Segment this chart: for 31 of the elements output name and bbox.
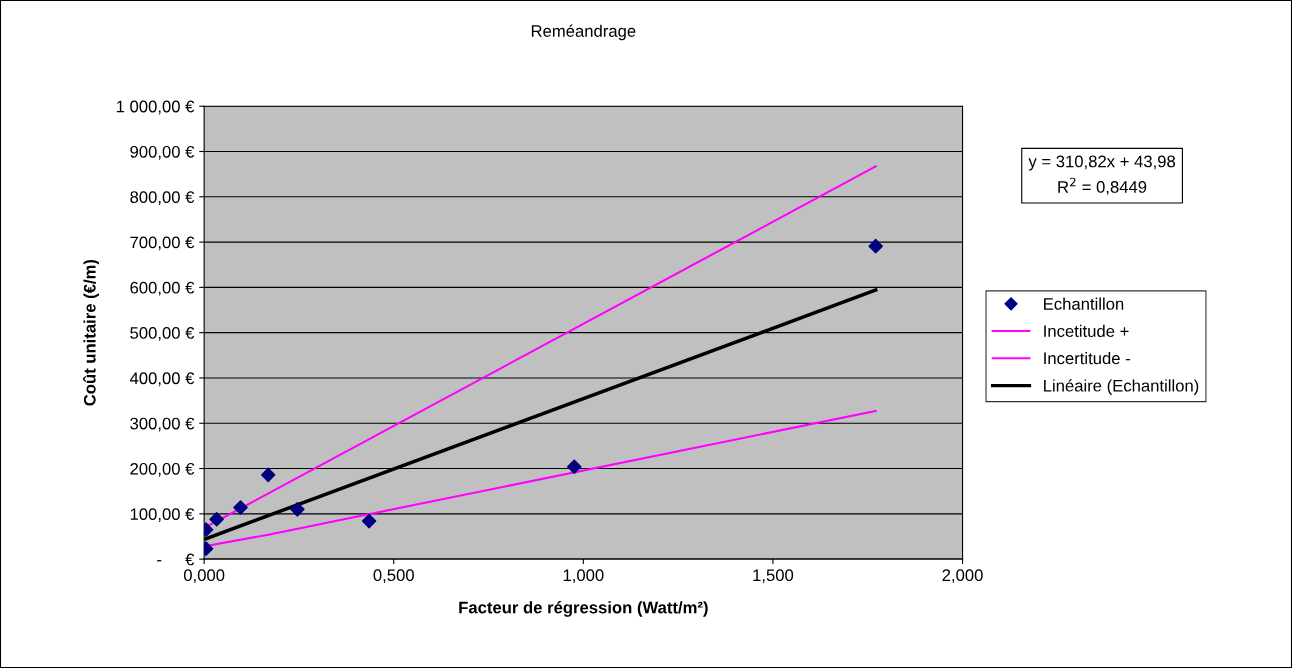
point — [566, 459, 582, 475]
y-tick-label: 100,00 € — [130, 508, 195, 522]
y-tick-label: 500,00 € — [130, 327, 195, 341]
legend-label: Incertitude - — [1044, 351, 1130, 365]
legend-label: Linéaire (Echantillon) — [1044, 379, 1199, 395]
x-axis-title: Facteur de régression (Watt/m²) — [459, 601, 708, 617]
point — [868, 238, 883, 254]
y-tick-label: 1 000,00 € — [116, 100, 195, 115]
y-tick-label: 400,00 € — [129, 372, 195, 387]
y-tick-label: 200,00 € — [130, 462, 195, 477]
y-tick-label: 800,00 € — [130, 191, 195, 205]
point — [233, 500, 248, 515]
y-tick-label: 900,00 € — [130, 145, 195, 160]
x-tick-label: 1,500 — [753, 569, 794, 584]
y-tick-label: - € — [157, 553, 195, 566]
text: y = 310,82x + 43,98 R$^{2}$ = 0,8449 — [1028, 155, 1176, 195]
x-tick-label: 0,500 — [373, 569, 414, 584]
point — [361, 513, 377, 529]
point — [260, 467, 276, 483]
y-tick-label: 300,00 € — [130, 417, 195, 432]
chart-title: Reméandrage — [531, 24, 636, 41]
point — [290, 502, 305, 517]
point — [209, 511, 224, 527]
x-tick-label: 1,000 — [563, 569, 604, 584]
y-tick-label: 600,00 € — [130, 281, 195, 296]
y-tick-label: 700,00 € — [130, 236, 195, 251]
y-axis-title: Coût unitaire (€/m) — [83, 259, 99, 406]
legend-label: Echantillon — [1044, 297, 1124, 310]
x-tick-label: 2,000 — [942, 569, 983, 584]
x-tick-label: 0,000 — [183, 569, 225, 584]
legend-label: Incetitude + — [1044, 324, 1129, 338]
